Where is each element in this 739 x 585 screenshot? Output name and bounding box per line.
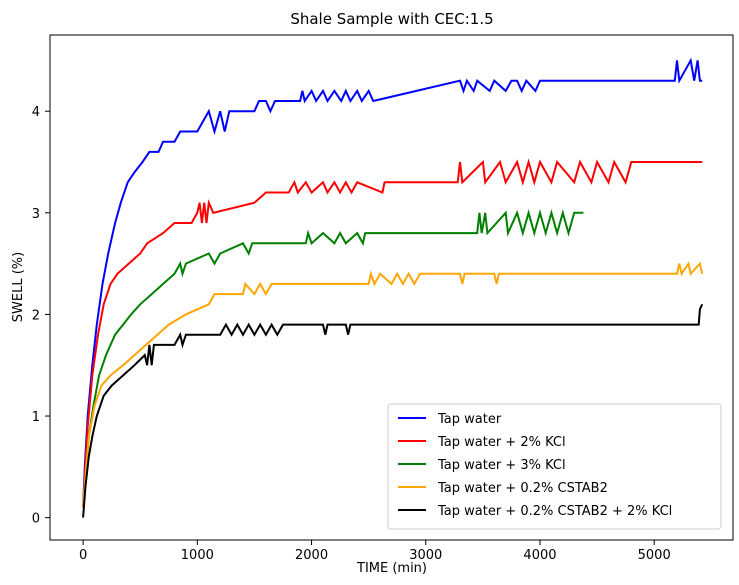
legend-label: Tap water (437, 412, 502, 427)
x-tick-label: 3000 (409, 548, 442, 563)
x-tick-label: 2000 (295, 548, 328, 563)
legend-label: Tap water + 0.2% CSTAB2 + 2% KCl (437, 504, 672, 519)
legend-label: Tap water + 3% KCl (437, 458, 566, 473)
plot-lines (82, 57, 704, 518)
y-tick-label: 0 (32, 512, 40, 527)
y-axis-label: SWELL (%) (11, 252, 26, 322)
y-tick-label: 1 (32, 410, 40, 425)
x-tick-label: 5000 (638, 548, 671, 563)
y-tick-label: 3 (32, 207, 40, 222)
x-tick-label: 0 (79, 548, 87, 563)
series-line-1 (82, 57, 703, 508)
series-line-5 (82, 303, 704, 518)
legend: Tap water Tap water + 2% KCl Tap water + 3… (387, 403, 722, 530)
y-tick-label: 2 (32, 308, 40, 323)
y-tick-label: 4 (32, 105, 40, 120)
series-line-2 (82, 158, 703, 508)
series-line-4 (82, 261, 704, 508)
legend-label: Tap water + 2% KCl (437, 435, 566, 450)
x-axis-ticks: 0 1000 2000 3000 4000 5000 (79, 540, 671, 563)
chart-title: Shale Sample with CEC:1.5 (290, 10, 493, 28)
legend-label: Tap water + 0.2% CSTAB2 (437, 481, 608, 496)
y-axis-ticks: 0 1 2 3 4 (32, 105, 50, 527)
x-tick-label: 1000 (181, 548, 214, 563)
plot-frame (49, 34, 734, 541)
x-tick-label: 4000 (523, 548, 556, 563)
legend-box (387, 403, 722, 530)
series-line-3 (82, 209, 584, 508)
x-axis-label: TIME (min) (356, 561, 427, 576)
